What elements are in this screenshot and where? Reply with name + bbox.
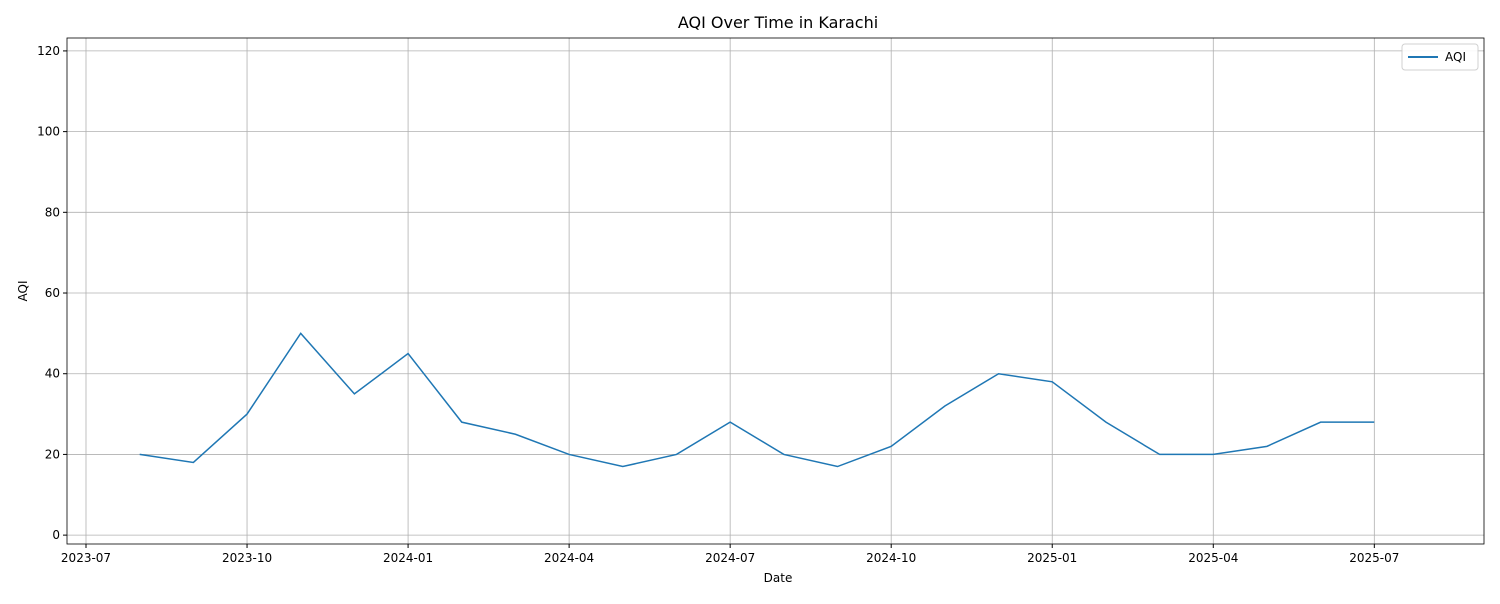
axes-frame (66, 37, 1485, 545)
legend-label: AQI (1445, 50, 1466, 64)
y-tick-label: 20 (45, 447, 60, 461)
x-tick-label: 2025-07 (1349, 551, 1399, 565)
x-tick-label: 2024-07 (705, 551, 755, 565)
x-tick-label: 2023-07 (61, 551, 111, 565)
y-axis-label: AQI (16, 281, 30, 302)
y-tick-label: 120 (37, 44, 60, 58)
chart-title: AQI Over Time in Karachi (678, 13, 878, 32)
x-tick-label: 2023-10 (222, 551, 272, 565)
legend-box (1401, 43, 1479, 71)
y-tick-label: 60 (45, 286, 60, 300)
x-axis-label: Date (764, 571, 793, 585)
y-tick-label: 80 (45, 205, 60, 219)
x-tick-label: 2024-01 (383, 551, 433, 565)
x-tick-label: 2024-04 (544, 551, 594, 565)
y-tick-label: 0 (52, 528, 60, 542)
x-tick-label: 2024-10 (866, 551, 916, 565)
x-tick-label: 2025-04 (1188, 551, 1238, 565)
y-tick-label: 100 (37, 125, 60, 139)
x-tick-label: 2025-01 (1027, 551, 1077, 565)
data-line (139, 332, 1375, 468)
y-tick-label: 40 (45, 367, 60, 381)
